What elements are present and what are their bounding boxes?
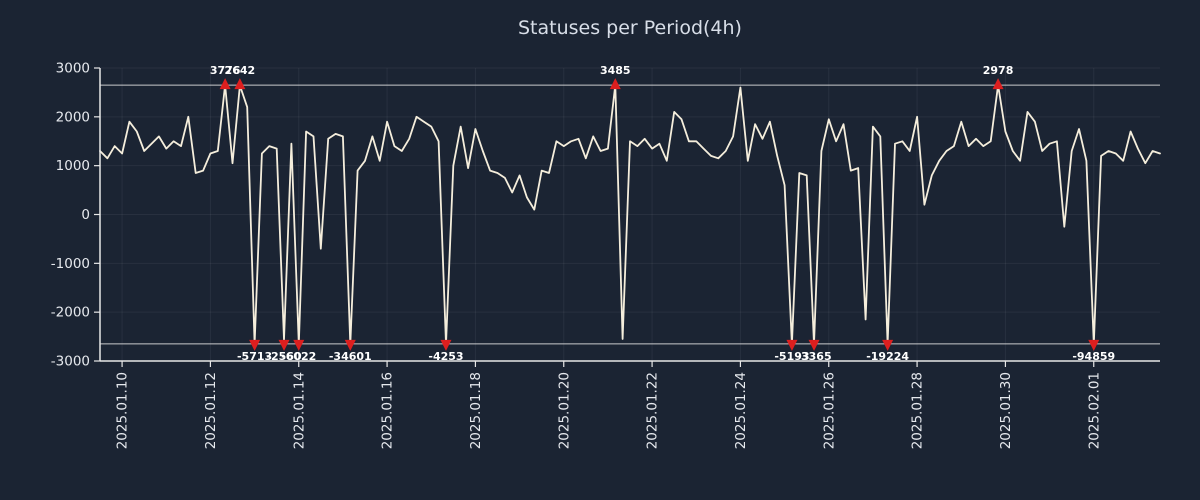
y-tick-label: -2000 bbox=[51, 305, 90, 321]
chart-title: Statuses per Period(4h) bbox=[518, 17, 742, 39]
spike-label: 2642 bbox=[225, 64, 256, 77]
spike-marker bbox=[249, 339, 261, 351]
x-tick-label: 2025.01.26 bbox=[821, 372, 837, 449]
spike-label: -4253 bbox=[428, 350, 463, 363]
spike-marker bbox=[278, 339, 290, 351]
spike-label: -34601 bbox=[329, 350, 372, 363]
spike-label: -2560 bbox=[266, 350, 302, 363]
spike-label: 2978 bbox=[983, 64, 1014, 77]
x-tick-label: 2025.01.22 bbox=[645, 372, 661, 449]
x-tick-label: 2025.01.16 bbox=[380, 372, 396, 449]
x-tick-label: 2025.01.20 bbox=[556, 372, 572, 449]
spike-label: -6022 bbox=[281, 350, 316, 363]
x-tick-label: 2025.01.24 bbox=[733, 372, 749, 449]
spike-marker bbox=[882, 339, 894, 351]
spike-marker bbox=[234, 78, 246, 90]
y-tick-label: -1000 bbox=[51, 256, 90, 272]
spike-marker bbox=[808, 339, 820, 351]
x-tick-label: 2025.01.12 bbox=[203, 372, 219, 449]
y-tick-label: 3000 bbox=[56, 61, 90, 77]
y-tick-label: 1000 bbox=[56, 158, 90, 174]
spike-label: -3365 bbox=[796, 350, 831, 363]
spike-marker bbox=[786, 339, 798, 351]
spike-marker bbox=[440, 339, 452, 351]
x-tick-label: 2025.01.14 bbox=[291, 372, 307, 449]
y-tick-label: 0 bbox=[81, 207, 90, 223]
series-line bbox=[99, 84, 1161, 345]
x-tick-label: 2025.01.18 bbox=[468, 372, 484, 449]
spike-marker bbox=[992, 78, 1004, 90]
spike-marker bbox=[1088, 339, 1100, 351]
spike-marker bbox=[609, 78, 621, 90]
spike-label: -5193 bbox=[774, 350, 809, 363]
y-tick-label: 2000 bbox=[56, 109, 90, 125]
x-tick-label: 2025.02.01 bbox=[1086, 372, 1102, 449]
x-tick-label: 2025.01.10 bbox=[115, 372, 131, 449]
y-tick-label: -3000 bbox=[51, 354, 90, 370]
spike-label: -5713 bbox=[237, 350, 272, 363]
x-tick-label: 2025.01.30 bbox=[998, 372, 1014, 449]
x-tick-label: 2025.01.28 bbox=[910, 372, 926, 449]
spike-label: -19224 bbox=[866, 350, 909, 363]
spike-marker bbox=[219, 78, 231, 90]
spike-marker bbox=[293, 339, 305, 351]
spike-marker bbox=[344, 339, 356, 351]
spike-label: 3485 bbox=[600, 64, 631, 77]
spike-label: 3776 bbox=[210, 64, 241, 77]
spike-label: -94859 bbox=[1072, 350, 1115, 363]
